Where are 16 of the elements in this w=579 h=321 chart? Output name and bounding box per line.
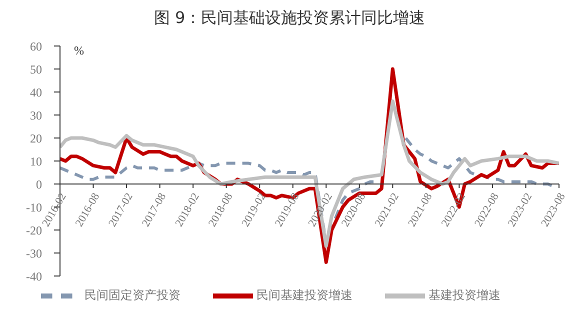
y-tick-label: -10 [26, 200, 42, 214]
y-tick-label: 60 [30, 39, 42, 54]
y-tick-label: 10 [30, 154, 42, 168]
y-tick-label: -30 [26, 246, 42, 260]
y-tick-label: -20 [26, 223, 42, 238]
y-tick-label: -40 [26, 269, 42, 284]
legend-label: 民间基建投资增速 [256, 288, 352, 302]
legend-label: 民间固定资产投资 [84, 288, 180, 302]
y-tick-label: 30 [30, 108, 42, 122]
y-axis-title: % [74, 44, 84, 58]
y-tick-label: 20 [30, 131, 42, 146]
y-tick-label: 50 [30, 62, 42, 76]
y-tick-label: 0 [36, 177, 42, 192]
legend-label: 基建投资增速 [428, 288, 500, 302]
chart-title: 图 9：民间基础设施投资累计同比增速 [152, 8, 426, 29]
y-tick-label: 40 [30, 85, 42, 100]
